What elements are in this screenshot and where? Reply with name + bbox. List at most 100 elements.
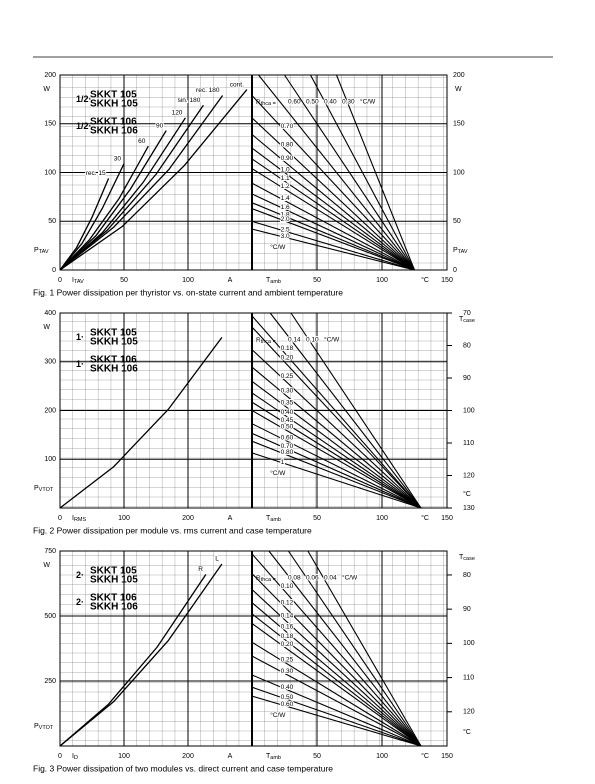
rth-line: [251, 168, 415, 271]
curve-label: 30: [114, 155, 122, 162]
y2-tick-label: 120: [463, 709, 475, 716]
rth-label-sub: thca =: [261, 339, 276, 345]
rth-line: [310, 74, 415, 271]
curve-label: rec. 15: [86, 170, 106, 177]
rth-value: 0.80: [281, 449, 294, 456]
device-prefix: 1/2·: [76, 94, 92, 104]
y2-axis-label-main: T: [459, 554, 464, 561]
x-unit: A: [228, 753, 233, 760]
power-curve: [59, 130, 167, 271]
rth-unit-top: °C/W: [360, 98, 376, 106]
rth-value: 0.14: [288, 337, 301, 344]
rth-value: 0.60: [281, 701, 294, 708]
y-unit: W: [43, 562, 50, 569]
rth-value: 0.40: [281, 684, 294, 691]
y-tick-label: 300: [44, 359, 56, 366]
rth-unit-top: °C/W: [342, 574, 358, 582]
device-label: SKKH 105: [90, 575, 138, 586]
rth-value: 0.35: [281, 399, 294, 406]
y2-tick-label: 100: [463, 407, 475, 414]
rth-value: 0.04: [324, 575, 337, 582]
rth-value: 1.4: [281, 195, 290, 202]
y2-axis-label: Tcase: [459, 316, 475, 325]
rth-line: [251, 202, 415, 271]
rth-value: 0.60: [281, 435, 294, 442]
rth-line: [307, 550, 422, 747]
rth-line: [287, 550, 422, 747]
power-curve: [59, 145, 149, 271]
rth-value: 0.50: [281, 694, 294, 701]
power-curve: [59, 563, 223, 747]
rth-line: [251, 589, 422, 747]
y2-tick-label: 100: [463, 640, 475, 647]
y-tick-label-right: 100: [453, 169, 465, 176]
curve-label: 120: [172, 110, 183, 117]
y-tick-label: 100: [44, 456, 56, 463]
y-axis-label-main: P: [34, 247, 39, 254]
temp-tick-label: 50: [313, 515, 321, 522]
y-tick-label-right: 50: [453, 218, 461, 225]
y-tick-label: 50: [48, 218, 56, 225]
device-label: SKKH 105: [90, 99, 138, 110]
rth-value: 1: [281, 459, 285, 466]
rth-value: 0.30: [342, 99, 355, 106]
rth-value: 0.06: [306, 575, 319, 582]
temp-axis-label-sub: amb: [270, 279, 281, 285]
device-label: SKKH 106: [90, 364, 138, 375]
y2-tick-label: 80: [463, 572, 471, 579]
y-tick-label: 150: [44, 121, 56, 128]
x-tick-label: 0: [58, 753, 62, 760]
device-label: SKKT 106: [90, 593, 137, 604]
y-tick-label: 400: [44, 310, 56, 317]
rth-unit: °C/W: [270, 711, 286, 719]
rth-line: [251, 432, 422, 509]
x-axis-label-main: I: [72, 753, 74, 760]
y2-tick-label: 90: [463, 375, 471, 382]
y-tick-label: 200: [44, 72, 56, 79]
rth-line: [251, 326, 422, 509]
y-tick-label-right: 200: [453, 72, 465, 79]
rth-label: Rthca =: [256, 337, 276, 346]
x-axis-label-main: I: [72, 515, 74, 522]
figure-caption: Fig. 1 Power dissipation per thyristor v…: [33, 287, 343, 297]
x-unit: A: [228, 515, 233, 522]
y2-axis-label-sub: case: [463, 318, 475, 324]
power-curve: [59, 163, 125, 271]
curve-label: sin. 180: [178, 97, 201, 104]
y-axis-label-sub: TAV: [39, 249, 49, 255]
rth-value: 3.0: [281, 233, 290, 240]
rth-value: 0.70: [281, 443, 294, 450]
rth-label-main: R: [256, 337, 261, 344]
rth-label-main: R: [256, 575, 261, 582]
power-curve: [59, 574, 207, 747]
device-prefix: 2·: [76, 570, 84, 580]
temp-tick-label: 50: [313, 753, 321, 760]
temp-tick-label: 150: [441, 515, 453, 522]
rth-value: 0.20: [281, 641, 294, 648]
rth-line: [251, 95, 415, 271]
rth-value: 2.0: [281, 216, 290, 223]
device-prefix: 1·: [76, 332, 84, 342]
rth-label: Rthca =: [256, 575, 276, 584]
y2-tick-label: 130: [463, 505, 475, 512]
rth-value: 0.50: [306, 99, 319, 106]
x-axis-label-sub: TAV: [74, 279, 84, 285]
rth-line: [251, 220, 415, 271]
rth-value: 0.90: [281, 155, 294, 162]
y-axis-label-main: P: [34, 723, 39, 730]
temp-tick-label: 100: [376, 277, 388, 284]
rth-unit: °C/W: [270, 243, 286, 251]
rth-value: 0.30: [281, 388, 294, 395]
x-tick-label: 100: [118, 753, 130, 760]
y-tick-label: 500: [44, 613, 56, 620]
rth-value: 0.25: [281, 657, 294, 664]
x-unit: A: [228, 277, 233, 284]
x-axis-label: ID: [72, 753, 78, 762]
power-curve: [59, 95, 224, 271]
rth-label-sub: thca =: [261, 101, 276, 107]
y2-axis-label: Tcase: [459, 554, 475, 563]
rth-line: [335, 74, 416, 271]
x-tick-label: 50: [120, 277, 128, 284]
power-curve: [59, 337, 223, 509]
rth-value: 0.60: [288, 99, 301, 106]
